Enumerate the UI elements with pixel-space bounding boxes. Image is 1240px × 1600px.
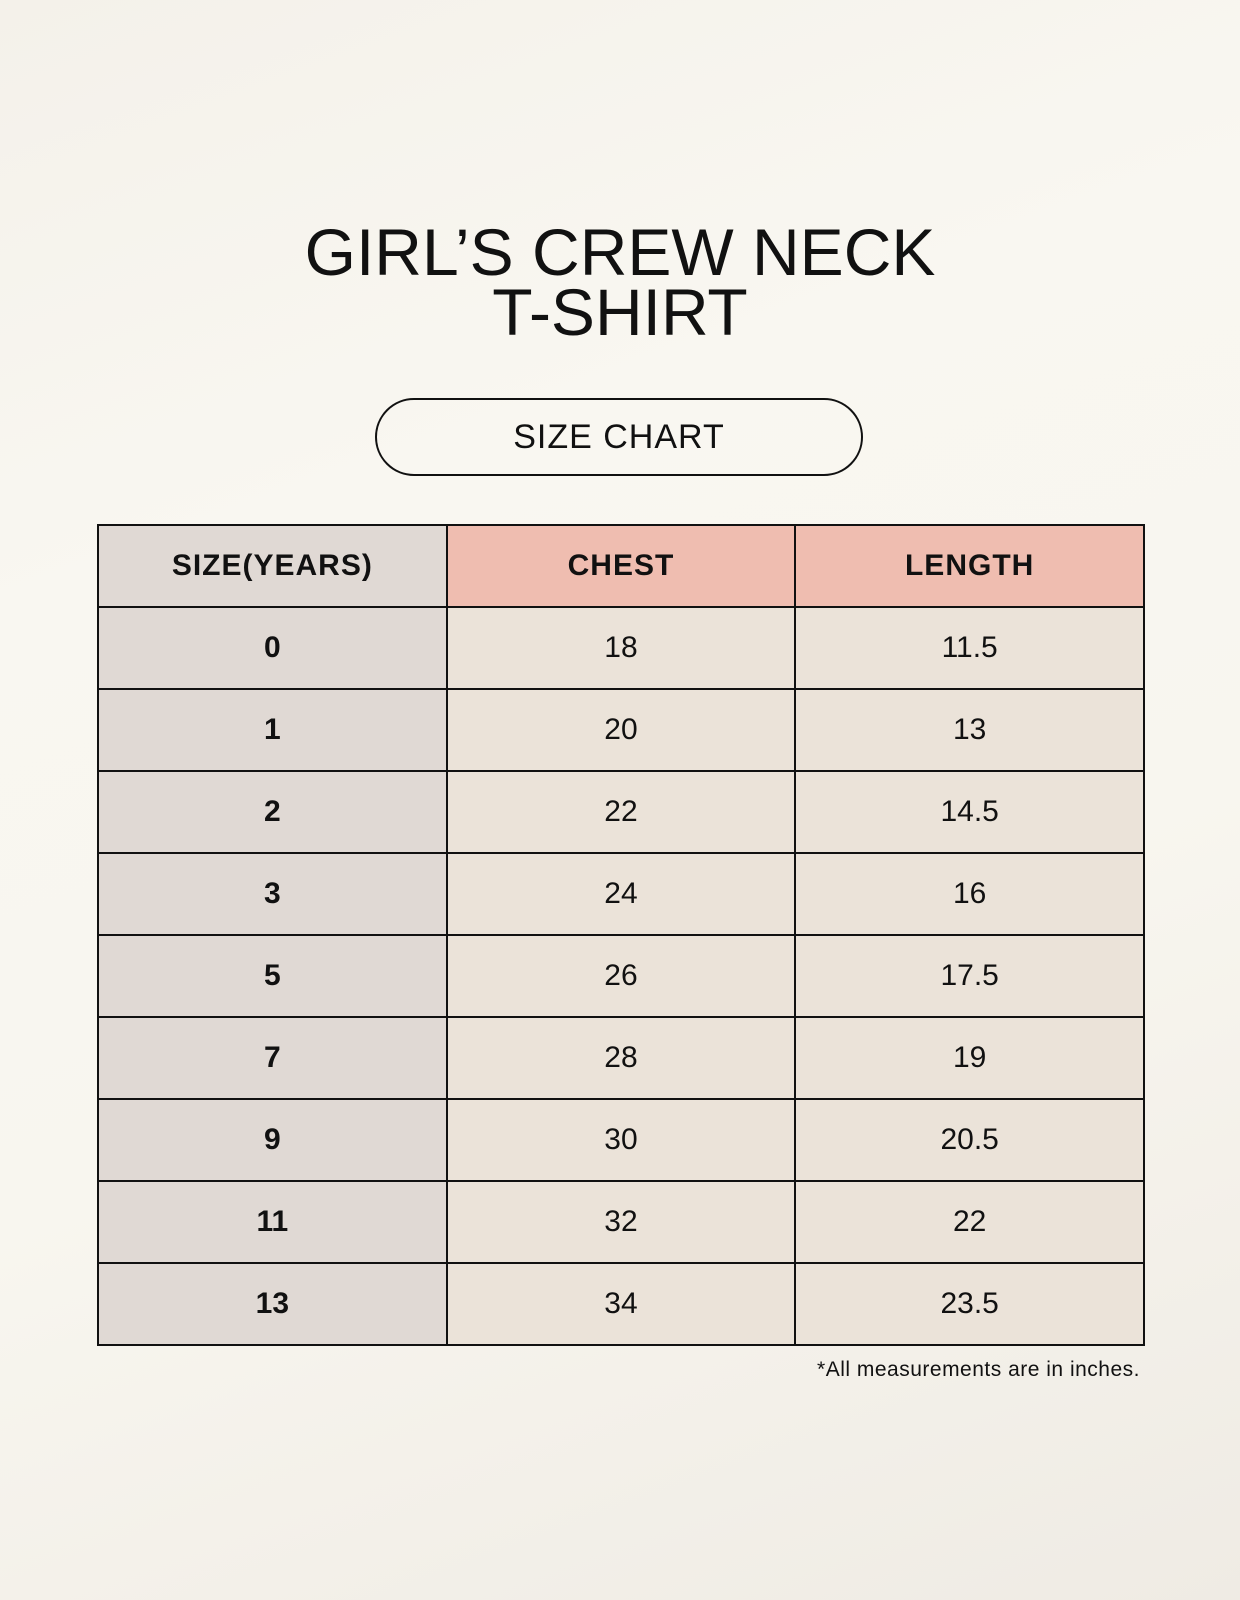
size-chart-badge: SIZE CHART (375, 398, 863, 476)
table-cell: 17.5 (794, 934, 1145, 1018)
table-header-row: SIZE(YEARS) CHEST LENGTH (97, 524, 1145, 608)
table-row: 13 34 23.5 (97, 1262, 1145, 1346)
table-row: 2 22 14.5 (97, 770, 1145, 854)
table-cell: 32 (445, 1180, 797, 1264)
table-row: 0 18 11.5 (97, 606, 1145, 690)
title-line-2: T-SHIRT (492, 275, 748, 349)
table-cell: 26 (445, 934, 797, 1018)
table-row: 7 28 19 (97, 1016, 1145, 1100)
column-header: CHEST (445, 524, 797, 608)
table-row: 5 26 17.5 (97, 934, 1145, 1018)
table-cell: 2 (97, 770, 448, 854)
table-cell: 24 (445, 852, 797, 936)
table-cell: 20.5 (794, 1098, 1145, 1182)
table-cell: 13 (794, 688, 1145, 772)
table-cell: 1 (97, 688, 448, 772)
table-row: 9 30 20.5 (97, 1098, 1145, 1182)
title-line-1: GIRL’S CREW NECK (304, 215, 936, 289)
column-header: SIZE(YEARS) (97, 524, 448, 608)
table-cell: 28 (445, 1016, 797, 1100)
table-cell: 30 (445, 1098, 797, 1182)
table-cell: 34 (445, 1262, 797, 1346)
table-row: 1 20 13 (97, 688, 1145, 772)
table-cell: 0 (97, 606, 448, 690)
column-header: LENGTH (794, 524, 1145, 608)
table-cell: 16 (794, 852, 1145, 936)
table-row: 11 32 22 (97, 1180, 1145, 1264)
table-cell: 20 (445, 688, 797, 772)
table-cell: 22 (445, 770, 797, 854)
table-row: 3 24 16 (97, 852, 1145, 936)
table-cell: 23.5 (794, 1262, 1145, 1346)
page-title: GIRL’S CREW NECK T-SHIRT (0, 215, 1240, 349)
table-cell: 13 (97, 1262, 448, 1346)
table-cell: 3 (97, 852, 448, 936)
table-cell: 9 (97, 1098, 448, 1182)
table-cell: 14.5 (794, 770, 1145, 854)
table-cell: 7 (97, 1016, 448, 1100)
table-cell: 18 (445, 606, 797, 690)
table-cell: 22 (794, 1180, 1145, 1264)
table-cell: 11.5 (794, 606, 1145, 690)
table-cell: 5 (97, 934, 448, 1018)
footnote: *All measurements are in inches. (817, 1358, 1140, 1381)
size-table: SIZE(YEARS) CHEST LENGTH 0 18 11.5 1 20 13 2 22 14… (97, 524, 1145, 1346)
table-cell: 19 (794, 1016, 1145, 1100)
table-cell: 11 (97, 1180, 448, 1264)
